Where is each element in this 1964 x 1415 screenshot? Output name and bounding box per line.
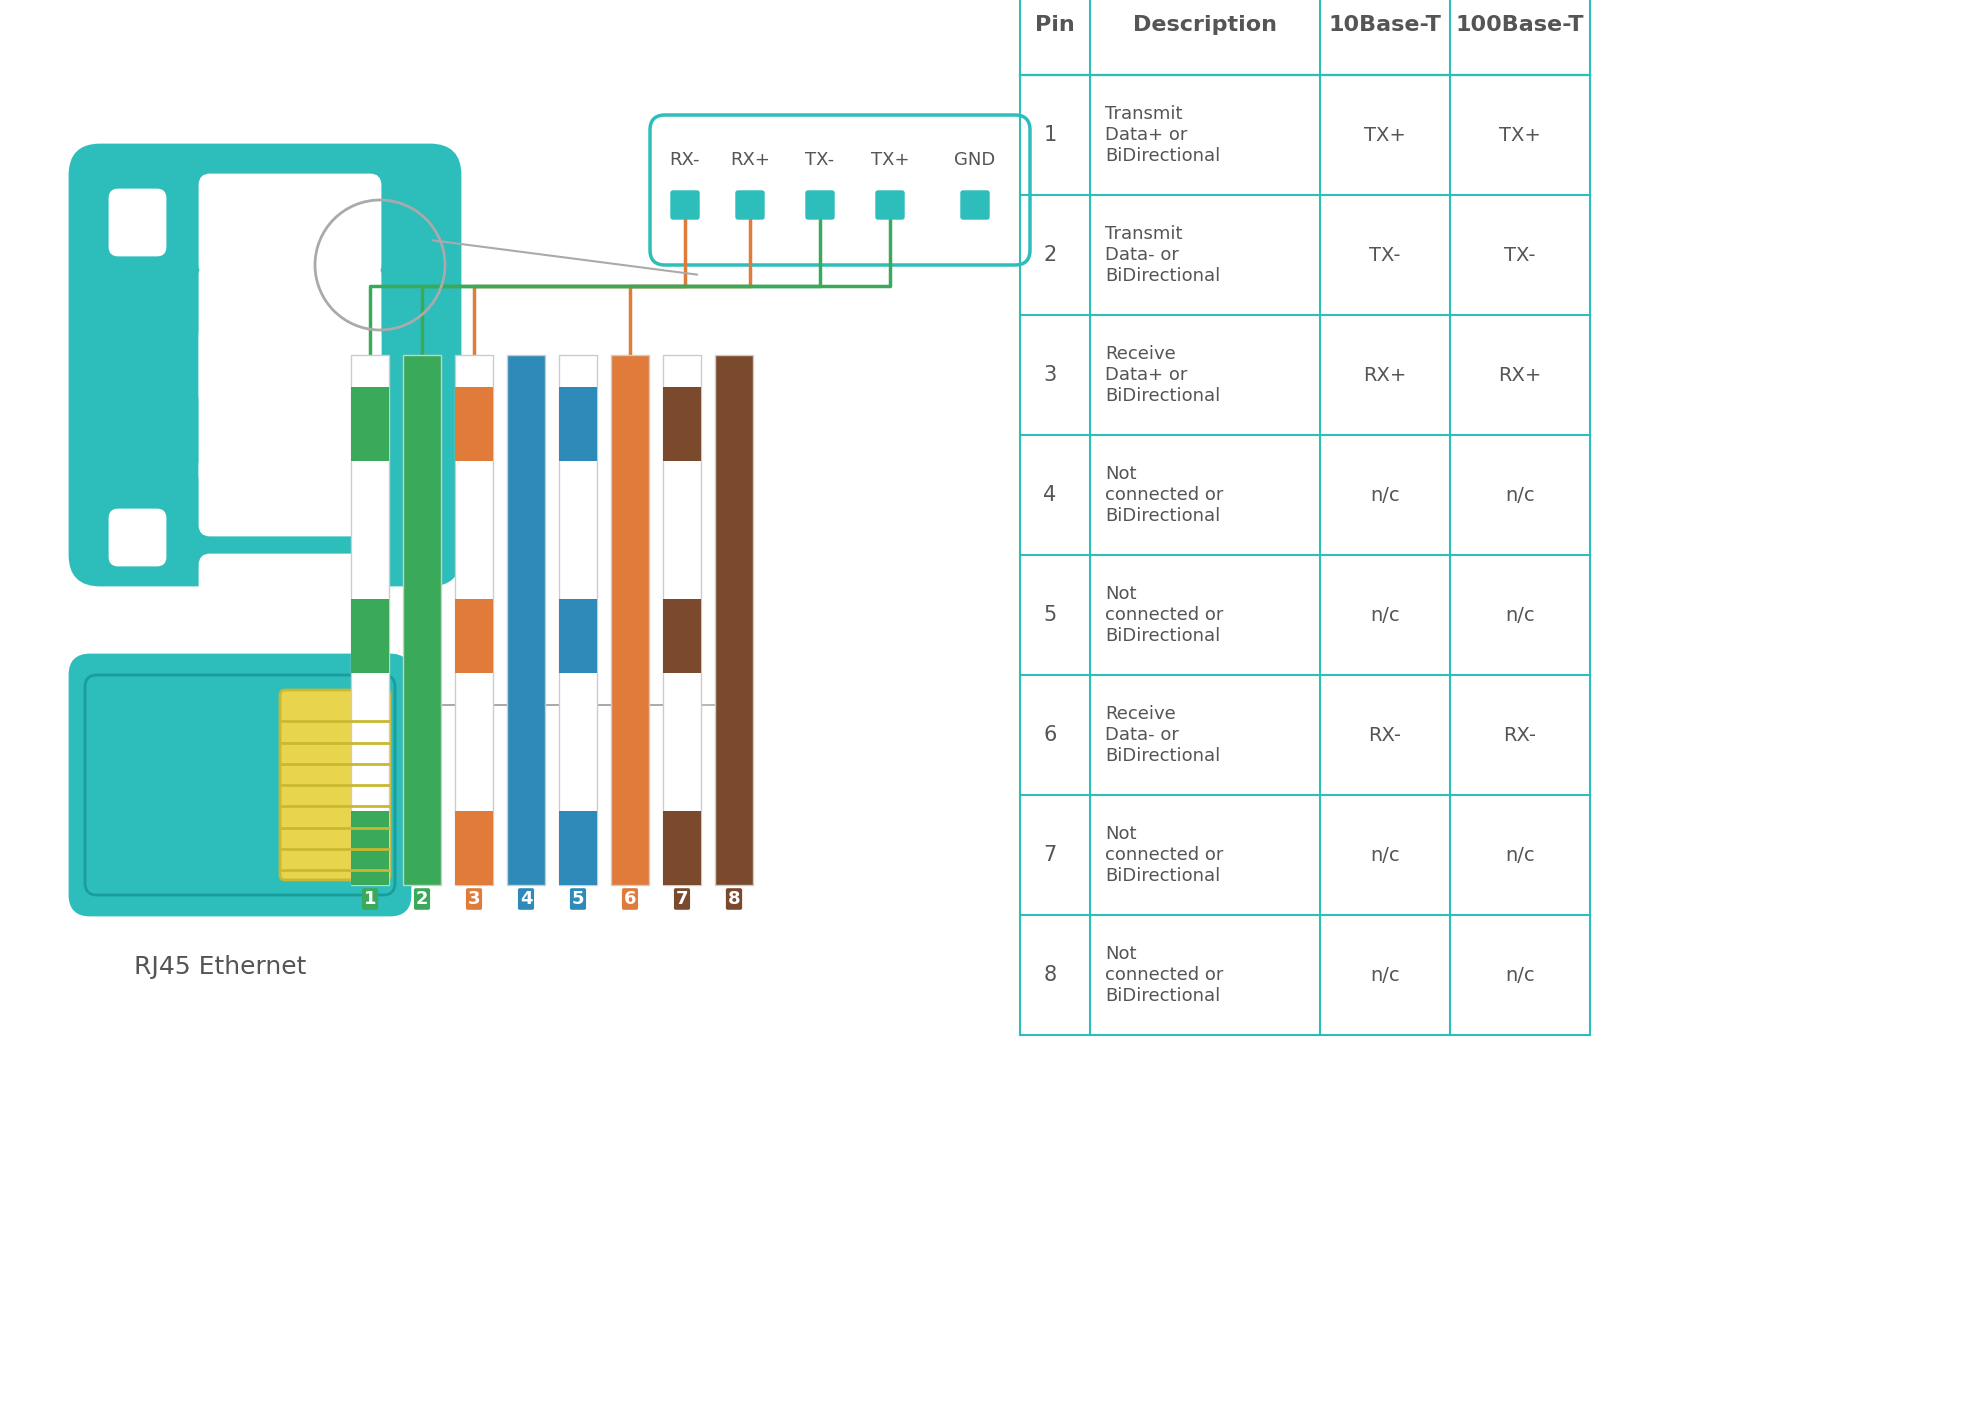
- Text: RX+: RX+: [1499, 365, 1542, 385]
- FancyBboxPatch shape: [200, 555, 379, 635]
- Bar: [560, 386, 597, 461]
- Bar: [456, 599, 493, 674]
- Text: RJ45 Ethernet: RJ45 Ethernet: [134, 955, 306, 979]
- Text: 7: 7: [676, 890, 687, 908]
- FancyBboxPatch shape: [71, 144, 460, 584]
- FancyBboxPatch shape: [110, 509, 165, 565]
- Text: 5: 5: [1043, 606, 1057, 625]
- Bar: [352, 386, 389, 461]
- FancyBboxPatch shape: [960, 191, 990, 219]
- Text: 2: 2: [416, 890, 428, 908]
- Bar: [352, 811, 389, 884]
- FancyBboxPatch shape: [200, 456, 379, 535]
- Text: Receive
Data+ or
BiDirectional: Receive Data+ or BiDirectional: [1106, 345, 1220, 405]
- Bar: [456, 386, 493, 461]
- Text: 5: 5: [572, 890, 583, 908]
- FancyBboxPatch shape: [200, 265, 379, 485]
- Text: n/c: n/c: [1371, 846, 1400, 865]
- Text: 6: 6: [1043, 724, 1057, 746]
- Bar: [352, 355, 389, 884]
- Bar: [664, 355, 701, 884]
- FancyBboxPatch shape: [84, 675, 395, 896]
- Text: GND: GND: [955, 151, 996, 168]
- Text: 3: 3: [467, 890, 481, 908]
- Bar: [456, 811, 493, 884]
- Bar: [664, 599, 701, 674]
- Bar: [352, 599, 389, 674]
- Text: 6: 6: [625, 890, 636, 908]
- Text: 1: 1: [363, 890, 377, 908]
- Text: Not
connected or
BiDirectional: Not connected or BiDirectional: [1106, 825, 1224, 884]
- Text: RX+: RX+: [1363, 365, 1406, 385]
- FancyBboxPatch shape: [200, 175, 379, 275]
- Text: n/c: n/c: [1504, 846, 1534, 865]
- Text: TX-: TX-: [1504, 245, 1536, 265]
- Text: 100Base-T: 100Base-T: [1455, 16, 1585, 35]
- Text: n/c: n/c: [1371, 606, 1400, 624]
- Text: 10Base-T: 10Base-T: [1328, 16, 1442, 35]
- Text: Pin: Pin: [1035, 16, 1074, 35]
- Bar: [560, 599, 597, 674]
- Text: Receive
Data- or
BiDirectional: Receive Data- or BiDirectional: [1106, 705, 1220, 764]
- Text: Not
connected or
BiDirectional: Not connected or BiDirectional: [1106, 945, 1224, 1005]
- Bar: [403, 355, 442, 884]
- Text: n/c: n/c: [1371, 485, 1400, 505]
- Text: TX-: TX-: [805, 151, 835, 168]
- Text: 4: 4: [1043, 485, 1057, 505]
- Text: 2: 2: [1043, 245, 1057, 265]
- Text: Transmit
Data+ or
BiDirectional: Transmit Data+ or BiDirectional: [1106, 105, 1220, 164]
- FancyBboxPatch shape: [281, 691, 391, 880]
- Text: Description: Description: [1133, 16, 1277, 35]
- Text: RX-: RX-: [670, 151, 701, 168]
- Bar: [611, 355, 648, 884]
- Text: 8: 8: [729, 890, 740, 908]
- FancyBboxPatch shape: [805, 191, 835, 219]
- Text: n/c: n/c: [1371, 965, 1400, 985]
- Text: TX+: TX+: [1365, 126, 1406, 144]
- Text: n/c: n/c: [1504, 485, 1534, 505]
- Text: TX+: TX+: [1499, 126, 1542, 144]
- Text: 1: 1: [1043, 125, 1057, 144]
- Text: RX+: RX+: [731, 151, 770, 168]
- Text: 8: 8: [1043, 965, 1057, 985]
- Bar: [456, 355, 493, 884]
- Text: Not
connected or
BiDirectional: Not connected or BiDirectional: [1106, 586, 1224, 645]
- Text: n/c: n/c: [1504, 606, 1534, 624]
- FancyBboxPatch shape: [876, 191, 903, 219]
- Text: 7: 7: [1043, 845, 1057, 865]
- FancyBboxPatch shape: [672, 191, 699, 219]
- FancyBboxPatch shape: [736, 191, 764, 219]
- Text: TX+: TX+: [870, 151, 909, 168]
- Text: 3: 3: [1043, 365, 1057, 385]
- Bar: [664, 811, 701, 884]
- Text: 4: 4: [520, 890, 532, 908]
- Text: n/c: n/c: [1504, 965, 1534, 985]
- Bar: [715, 355, 752, 884]
- Text: TX-: TX-: [1369, 245, 1400, 265]
- Bar: [664, 386, 701, 461]
- FancyBboxPatch shape: [200, 325, 379, 405]
- Text: RX-: RX-: [1369, 726, 1402, 744]
- Bar: [507, 355, 544, 884]
- Text: Not
connected or
BiDirectional: Not connected or BiDirectional: [1106, 466, 1224, 525]
- Bar: [560, 355, 597, 884]
- Text: Transmit
Data- or
BiDirectional: Transmit Data- or BiDirectional: [1106, 225, 1220, 284]
- FancyBboxPatch shape: [110, 190, 165, 255]
- Text: RX-: RX-: [1504, 726, 1536, 744]
- Bar: [560, 811, 597, 884]
- FancyBboxPatch shape: [71, 655, 410, 916]
